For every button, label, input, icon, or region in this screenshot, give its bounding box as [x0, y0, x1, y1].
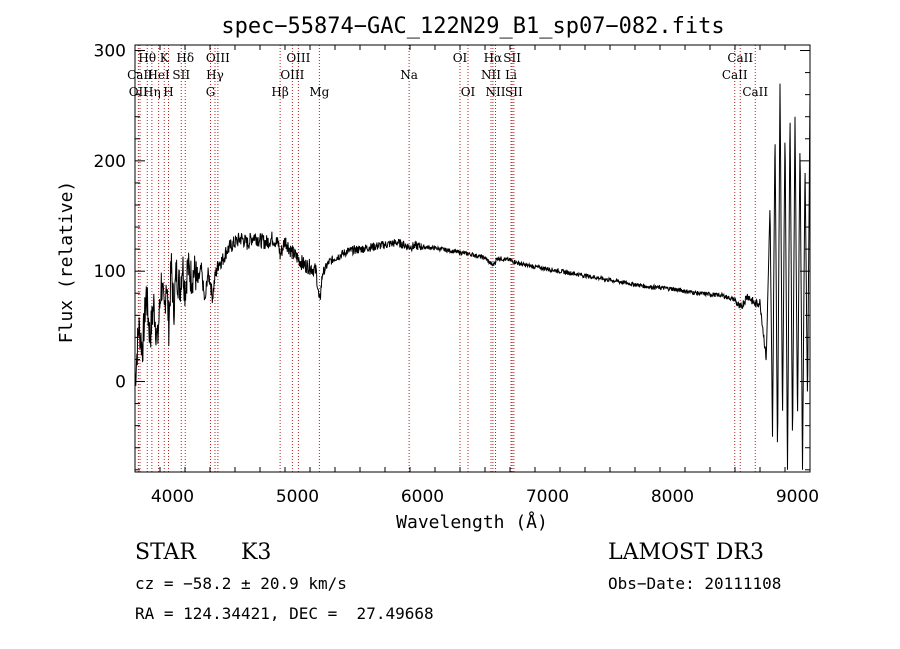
x-axis-label: Wavelength (Å) [396, 511, 548, 533]
observation-date: Obs−Date: 20111108 [608, 574, 782, 593]
spectral-line-label: G [206, 85, 216, 99]
survey-name: LAMOST DR3 [608, 540, 764, 565]
spectral-line-label: K [160, 51, 170, 65]
y-tick-label: 300 [94, 42, 126, 62]
spectral-line-label: SII [505, 85, 523, 99]
spectral-line-label: OI [453, 51, 468, 65]
spectral-line-label: OIII [206, 51, 230, 65]
spectral-line-label: H [163, 85, 173, 99]
spectral-line-markers [137, 45, 756, 472]
redshift-info: cz = −58.2 ± 20.9 km/s [135, 574, 347, 593]
spectral-line-label: Hθ [138, 51, 156, 65]
spectral-line-label: NII [486, 85, 506, 99]
spectral-line-label: Na [400, 68, 418, 82]
spectral-line-label: Hα [484, 51, 503, 65]
spectrum-line [134, 83, 811, 470]
spectral-line-label: CaII [742, 85, 768, 99]
x-tick-label: 8000 [651, 487, 694, 507]
object-class: STAR [135, 540, 196, 565]
spectral-line-label: Mg [309, 85, 329, 99]
spectral-line-label: SII [503, 51, 521, 65]
spectral-line-label: Hδ [176, 51, 194, 65]
spectral-line-label: NII [481, 68, 501, 82]
x-tick-label: 7000 [526, 487, 569, 507]
x-tick-label: 4000 [151, 487, 194, 507]
spectral-line-label: SII [172, 68, 190, 82]
x-tick-label: 5000 [276, 487, 319, 507]
spectral-line-label: Hη [143, 85, 161, 99]
spectral-line-label: OIII [286, 51, 310, 65]
y-axis-ticks: 0 100 200 300 [94, 42, 810, 471]
spectral-line-label: HeI [147, 68, 170, 82]
spectral-line-label: CaII [727, 51, 753, 65]
x-axis-ticks: 4000 5000 6000 7000 8000 9000 [134, 45, 819, 507]
spectral-line-label: OIII [280, 68, 304, 82]
x-tick-label: 6000 [401, 487, 444, 507]
y-tick-label: 100 [94, 262, 126, 282]
chart-title: spec−55874−GAC_122N29_B1_sp07−082.fits [221, 14, 724, 39]
spectral-line-label: Hγ [206, 68, 224, 82]
spectral-line-label: Li [505, 68, 517, 82]
spectral-line-label: OII [129, 85, 149, 99]
y-tick-label: 200 [94, 152, 126, 172]
y-axis-label: Flux (relative) [56, 181, 77, 344]
x-tick-label: 9000 [776, 487, 819, 507]
spectral-line-label: Hβ [271, 85, 288, 99]
spectral-line-label: OI [461, 85, 476, 99]
coordinates: RA = 124.34421, DEC = 27.49668 [135, 604, 434, 623]
spectral-line-label: CaII [722, 68, 748, 82]
y-tick-label: 0 [115, 373, 126, 393]
plot-frame [134, 44, 811, 473]
spectral-line-label: CaII [127, 68, 153, 82]
spectral-subclass: K3 [241, 540, 272, 565]
